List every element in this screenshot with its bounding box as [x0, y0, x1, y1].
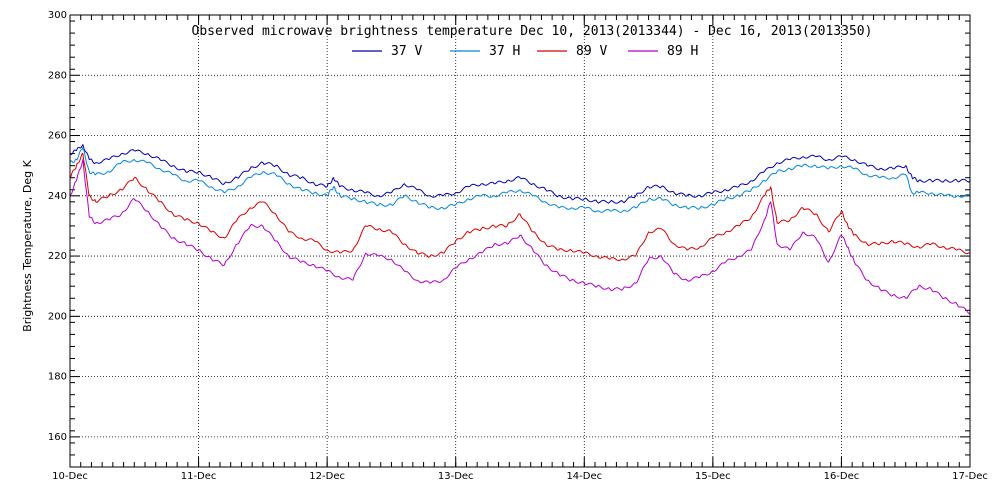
legend-label: 89 V [576, 44, 607, 59]
y-tick-labels: 160 180 200 220 240 260 280 300 [48, 10, 67, 443]
legend-label: 37 V [391, 44, 422, 59]
x-tick-label: 10-Dec [52, 471, 88, 482]
x-tick-label: 16-Dec [824, 471, 860, 482]
x-tick-label: 11-Dec [181, 471, 217, 482]
x-tick-label: 13-Dec [438, 471, 474, 482]
y-tick-label: 200 [48, 311, 67, 322]
y-tick-label: 300 [48, 10, 67, 21]
legend: 37 V 37 H 89 V 89 H [352, 44, 698, 59]
x-tick-label: 17-Dec [952, 471, 988, 482]
series-line-89-h [69, 159, 971, 314]
y-tick-label: 260 [48, 131, 67, 142]
y-tick-label: 220 [48, 251, 67, 262]
legend-label: 89 H [667, 44, 698, 59]
chart-title: Observed microwave brightness temperatur… [192, 24, 873, 39]
x-tick-label: 14-Dec [566, 471, 602, 482]
series-line-89-v [69, 152, 971, 262]
x-tick-labels: 10-Dec 11-Dec 12-Dec 13-Dec 14-Dec 15-Dec 16-D… [52, 471, 988, 482]
y-tick-label: 180 [48, 372, 67, 383]
plot-background [70, 15, 970, 467]
y-axis-label: Brightness Temperature, Deg K [21, 159, 34, 331]
plot-frame [69, 14, 971, 468]
x-tick-label: 12-Dec [309, 471, 345, 482]
grid-lines [70, 15, 970, 467]
legend-label: 37 H [489, 44, 520, 59]
y-tick-label: 280 [48, 70, 67, 81]
series-line-37-v [69, 144, 971, 204]
x-tick-label: 15-Dec [695, 471, 731, 482]
y-tick-label: 240 [48, 191, 67, 202]
series-line-37-h [69, 147, 971, 213]
series-lines [69, 144, 971, 314]
y-tick-label: 160 [48, 432, 67, 443]
